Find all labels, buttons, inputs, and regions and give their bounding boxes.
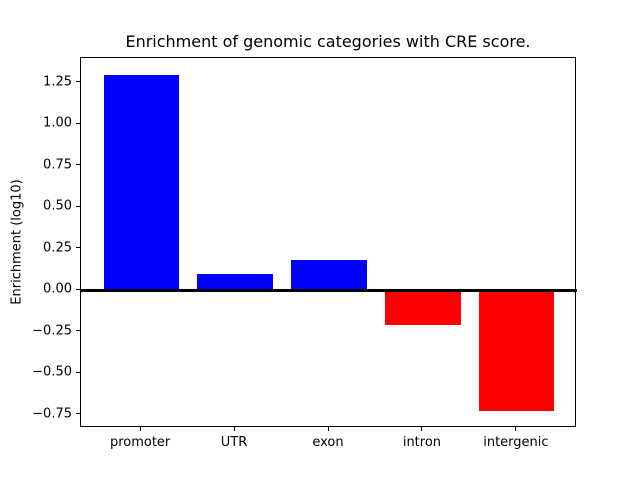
- y-tick-label: 0.25: [43, 240, 72, 256]
- y-tick-label: −0.75: [32, 406, 72, 422]
- bar-exon: [291, 260, 367, 291]
- x-tick-label-intergenic: intergenic: [483, 435, 549, 450]
- y-axis-label: Enrichment (log10): [9, 179, 25, 305]
- x-tick-label-exon: exon: [312, 435, 344, 450]
- y-tick-mark: [76, 205, 80, 207]
- y-tick-mark: [76, 288, 80, 290]
- y-tick-label: 0.75: [43, 157, 72, 173]
- y-tick-mark: [76, 330, 80, 332]
- bar-UTR: [197, 273, 273, 291]
- plot-area: [80, 57, 577, 427]
- x-tick-mark: [421, 427, 423, 431]
- x-tick-mark: [233, 427, 235, 431]
- y-tick-mark: [76, 413, 80, 415]
- y-tick-label: 0.50: [43, 198, 72, 214]
- y-tick-label: 1.00: [43, 115, 72, 131]
- y-tick-label: 1.25: [43, 74, 72, 90]
- zero-line: [81, 288, 577, 292]
- y-tick-mark: [76, 371, 80, 373]
- y-tick-mark: [76, 247, 80, 249]
- x-tick-mark: [139, 427, 141, 431]
- y-tick-label: −0.25: [32, 323, 72, 339]
- bar-intergenic: [479, 290, 555, 412]
- x-tick-mark: [327, 427, 329, 431]
- chart-title: Enrichment of genomic categories with CR…: [125, 32, 531, 51]
- y-tick-label: −0.50: [32, 364, 72, 380]
- x-tick-mark: [515, 427, 517, 431]
- bar-intron: [385, 290, 461, 326]
- bar-promoter: [103, 74, 179, 291]
- y-tick-mark: [76, 164, 80, 166]
- y-tick-label: 0.00: [43, 281, 72, 297]
- x-tick-label-promoter: promoter: [109, 435, 171, 450]
- x-tick-label-UTR: UTR: [220, 435, 248, 450]
- x-tick-label-intron: intron: [402, 435, 442, 450]
- y-tick-mark: [76, 81, 80, 83]
- y-tick-mark: [76, 122, 80, 124]
